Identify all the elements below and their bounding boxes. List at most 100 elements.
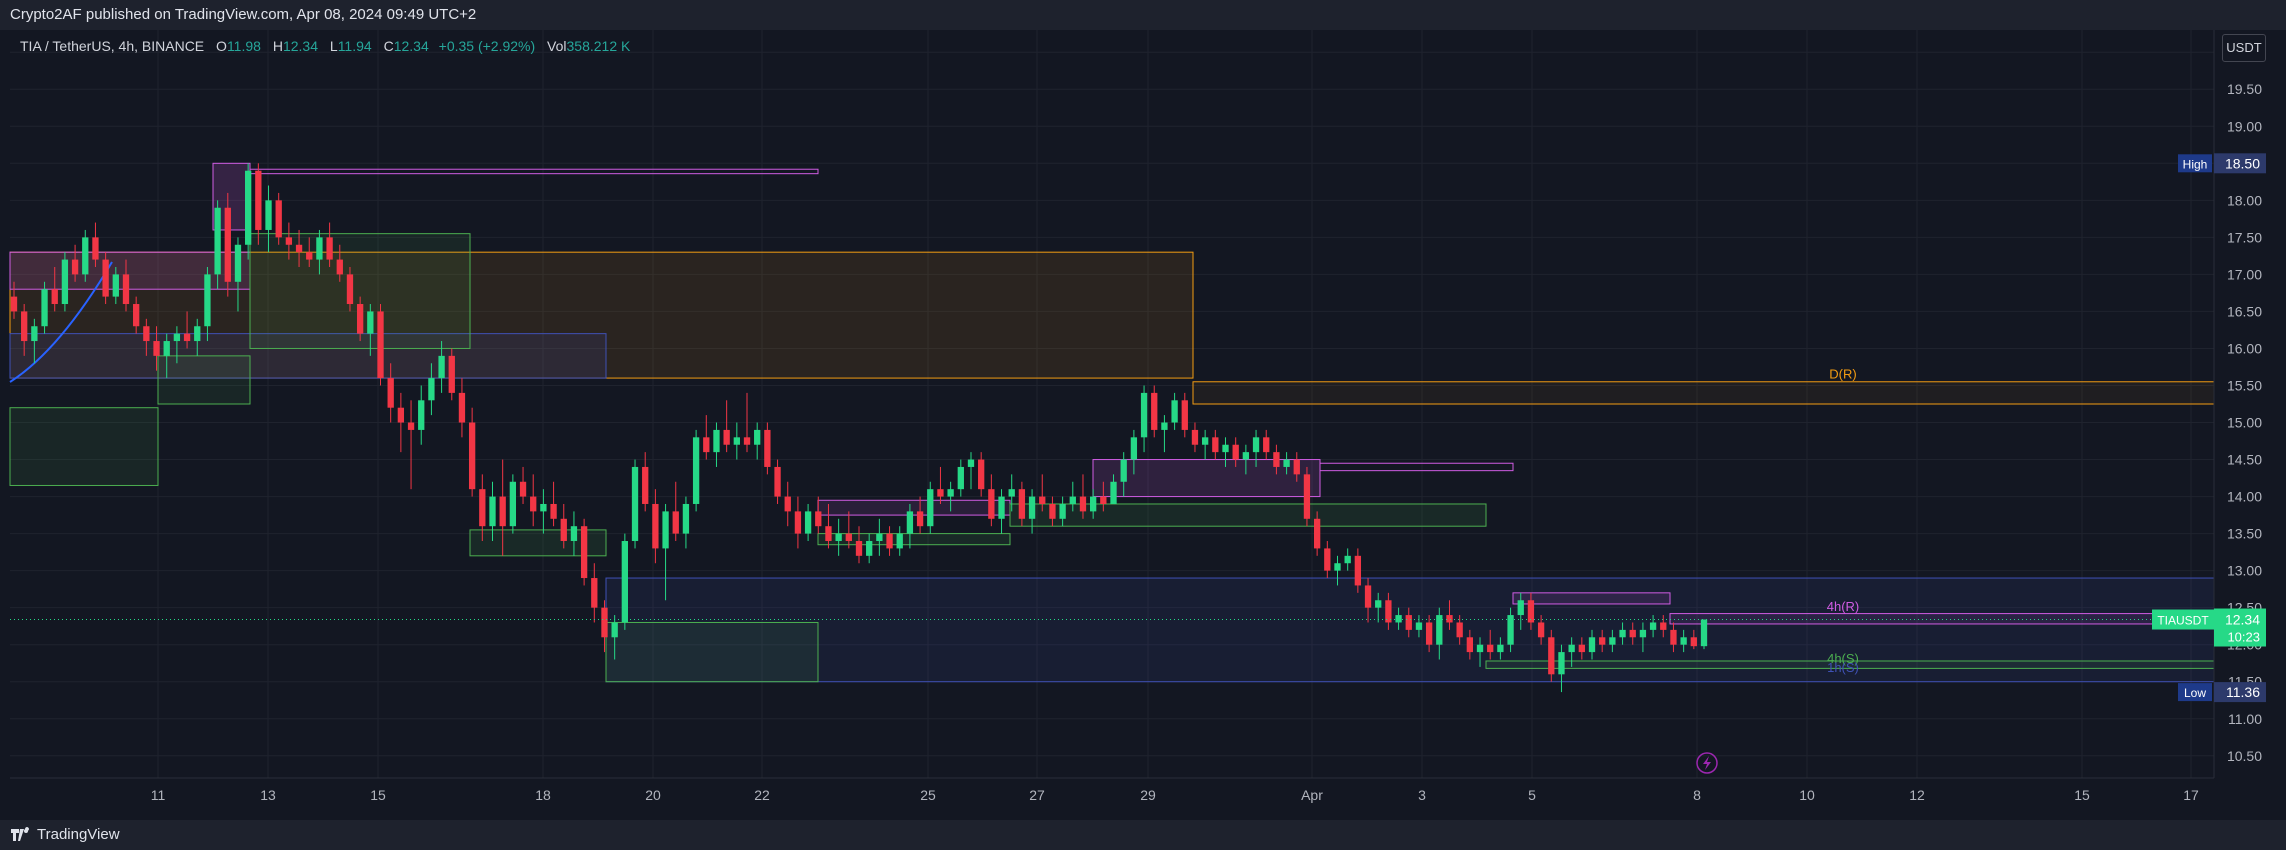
- price-tick-label: 18.00: [2227, 192, 2262, 208]
- candle-body: [1293, 459, 1300, 475]
- candle-body: [947, 489, 954, 497]
- price-tick-label: 15.50: [2227, 377, 2262, 393]
- candle-body: [285, 237, 293, 245]
- high-marker-price-text: 18.50: [2225, 155, 2260, 171]
- candle-body: [1018, 489, 1026, 519]
- candle-body: [255, 170, 262, 230]
- candle-body: [112, 274, 119, 297]
- blue-zone-upper: [9, 333, 607, 379]
- green-zone: [157, 355, 251, 405]
- candle-body: [570, 526, 578, 542]
- footer-brand[interactable]: TradingView: [37, 826, 120, 843]
- publish-info: Crypto2AF published on TradingView.com, …: [0, 0, 2286, 30]
- candle-body: [245, 170, 252, 245]
- candle-body: [916, 511, 924, 527]
- current-price-value: 12.34: [2225, 612, 2260, 628]
- time-tick-label: 15: [370, 787, 386, 803]
- candle-body: [397, 407, 405, 423]
- candle-body: [967, 459, 975, 467]
- candle-body: [10, 296, 18, 312]
- trend-curve: [9, 261, 113, 383]
- candle-body: [815, 511, 822, 527]
- tradingview-logo-icon[interactable]: [10, 827, 32, 843]
- candle-body: [1069, 496, 1076, 504]
- candle-body: [468, 422, 476, 490]
- candle-body: [1670, 629, 1677, 645]
- open-value: 11.98: [226, 38, 261, 54]
- candle-body: [723, 429, 730, 445]
- high-marker-tag: [2178, 154, 2212, 173]
- candle-body: [133, 304, 140, 327]
- candle-body: [336, 259, 343, 275]
- candle-body: [611, 622, 618, 638]
- candle-body: [1476, 644, 1484, 653]
- symbol-legend: TIA / TetherUS, 4h, BINANCE O11.98 H12.3…: [20, 38, 630, 54]
- candle-body: [1425, 622, 1433, 645]
- candle-body: [1008, 489, 1015, 497]
- candle-body: [122, 274, 130, 305]
- candle-body: [998, 496, 1005, 519]
- candle-body: [438, 355, 445, 379]
- candle-body: [1537, 622, 1545, 638]
- time-tick-label: 5: [1528, 787, 1536, 803]
- currency-button[interactable]: USDT: [2222, 34, 2266, 62]
- zone-label: D(R): [1829, 367, 1856, 382]
- magenta-zone: [817, 499, 1011, 516]
- price-tick-label: 13.50: [2227, 526, 2262, 542]
- low-marker-tag-text: Low: [2184, 686, 2206, 700]
- candle-body: [754, 429, 761, 445]
- candle-body: [1466, 637, 1473, 653]
- price-tick-label: 16.00: [2227, 340, 2262, 356]
- candle-body: [418, 400, 425, 430]
- lightning-circle: [1696, 752, 1718, 774]
- candle-body: [876, 533, 883, 542]
- candle-body: [1151, 392, 1158, 430]
- symbol-price-tag: [2152, 609, 2214, 630]
- high-label: H: [272, 38, 283, 54]
- time-tick-label: 18: [535, 787, 551, 803]
- candle-body: [275, 200, 282, 238]
- candle-body: [428, 378, 435, 401]
- time-axis[interactable]: 11 13 15 18 20 22 25 27 29 Apr 3 5 8 10 12 15 17: [10, 777, 2214, 803]
- candle-body: [1110, 481, 1117, 504]
- candle-body: [530, 496, 537, 512]
- footer-bar: TradingView: [0, 820, 2286, 850]
- candle-body: [367, 311, 374, 334]
- candle-body: [580, 526, 588, 579]
- countdown-value: 10:23: [2227, 630, 2260, 645]
- candle-body: [652, 503, 659, 549]
- candle-body: [1130, 437, 1138, 460]
- magenta-line: [1319, 462, 1514, 472]
- time-tick-label: 17: [2183, 787, 2199, 803]
- candle-body: [1375, 600, 1382, 608]
- price-tick-label: 17.00: [2227, 266, 2262, 282]
- candle-body: [866, 541, 873, 556]
- candle-body: [927, 489, 934, 527]
- candle-body: [540, 503, 547, 512]
- candle-body: [642, 466, 649, 504]
- candle-body: [173, 333, 181, 342]
- high-value: 12.34: [282, 38, 318, 54]
- price-chart[interactable]: 10.5011.0011.5012.0012.5013.0013.5014.00…: [0, 30, 2286, 820]
- candle-body: [1578, 644, 1585, 653]
- open-label: O: [216, 38, 227, 54]
- price-tick-label: 14.00: [2227, 489, 2262, 505]
- candle-body: [183, 333, 191, 342]
- price-tick-label: 10.50: [2227, 748, 2262, 764]
- lightning-icon[interactable]: [1696, 752, 1718, 774]
- candle-body: [1263, 437, 1270, 453]
- candle-body: [601, 607, 608, 638]
- candle-body: [51, 289, 58, 305]
- candle-body: [560, 518, 567, 542]
- candle-body: [1609, 637, 1616, 645]
- candle-body: [1201, 437, 1209, 445]
- symbol-title[interactable]: TIA / TetherUS, 4h, BINANCE: [20, 38, 205, 54]
- time-tick-label: 3: [1418, 787, 1426, 803]
- candle-body: [672, 511, 679, 534]
- candle-body: [194, 326, 201, 342]
- candle-body: [1639, 629, 1647, 638]
- close-value: 12.34: [393, 38, 429, 54]
- high-marker-price-box: [2214, 153, 2266, 174]
- candle-body: [31, 326, 38, 342]
- price-tick-label: 14.50: [2227, 452, 2262, 468]
